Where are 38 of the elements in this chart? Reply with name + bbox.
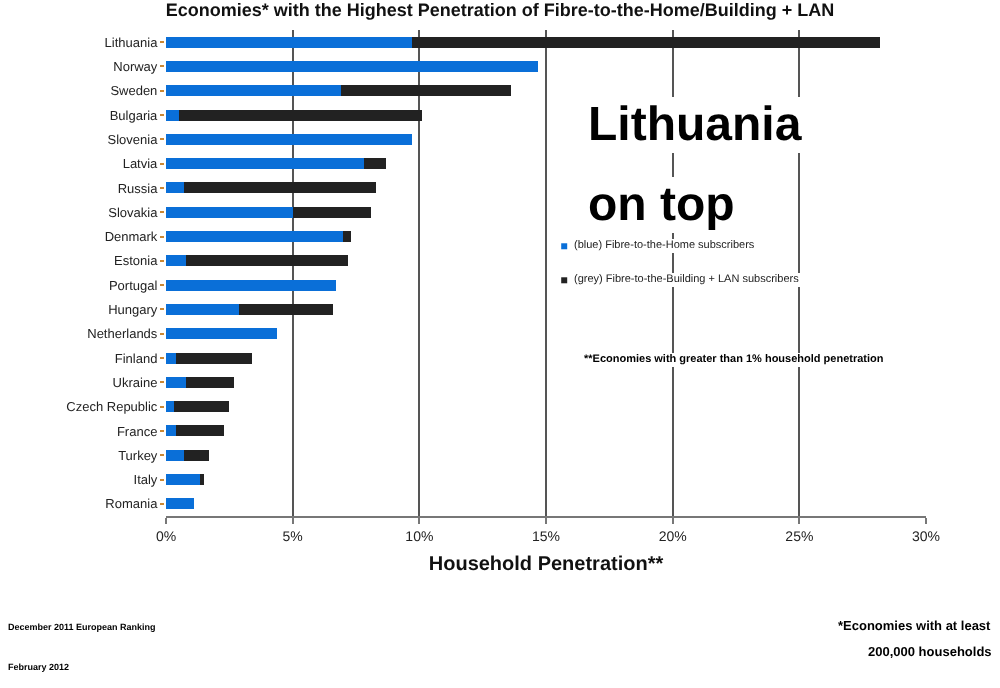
bar	[239, 303, 334, 315]
bar	[173, 401, 230, 413]
bar	[166, 303, 240, 315]
bar	[292, 206, 372, 218]
bar	[166, 352, 177, 364]
bar	[363, 158, 387, 170]
bar	[166, 36, 412, 48]
chart-title: Economies* with the Highest Penetration of Fibre-to-the-Home/Building + LAN	[165, 0, 835, 21]
bar	[166, 231, 344, 243]
bar	[186, 376, 235, 388]
bar	[166, 401, 174, 413]
bar	[166, 60, 539, 72]
bar	[166, 376, 187, 388]
bar	[176, 425, 225, 437]
bar	[166, 449, 184, 461]
bar	[411, 36, 881, 48]
bar	[166, 328, 278, 340]
bar	[343, 231, 351, 243]
annotation: Lithuania	[588, 98, 803, 152]
bar	[178, 109, 422, 121]
bar	[166, 474, 202, 486]
annotation: on top	[588, 178, 735, 232]
bar	[183, 449, 210, 461]
bar	[166, 158, 364, 170]
bar	[166, 425, 177, 437]
bar	[166, 85, 341, 97]
bar	[186, 255, 349, 267]
bar	[166, 133, 412, 145]
x-axis-title: Household Penetration**	[428, 553, 664, 576]
bar	[183, 182, 377, 194]
bar	[166, 255, 187, 267]
bar	[166, 279, 336, 291]
bar	[166, 109, 179, 121]
bar	[340, 85, 511, 97]
bar	[176, 352, 253, 364]
bar	[166, 498, 194, 510]
bar	[166, 206, 293, 218]
bar	[166, 182, 184, 194]
